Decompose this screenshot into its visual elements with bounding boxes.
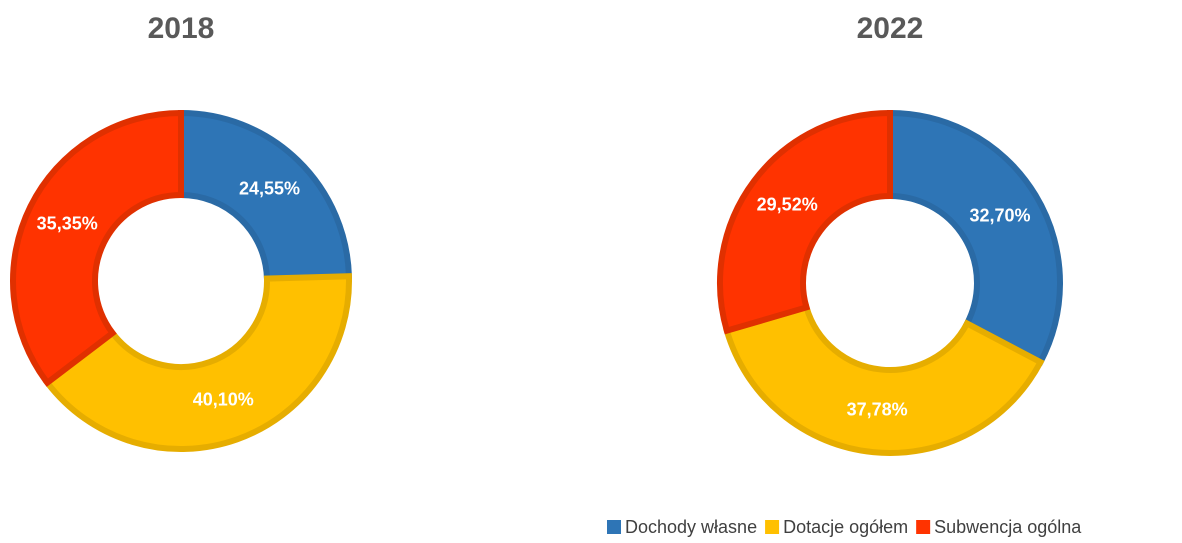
data-label: 35,35% xyxy=(37,213,98,233)
donut-segment xyxy=(10,109,184,387)
legend-label: Subwencja ogólna xyxy=(934,517,1082,537)
legend-swatch xyxy=(607,520,621,534)
legend-label: Dochody własne xyxy=(625,517,757,537)
data-label: 40,10% xyxy=(193,390,254,410)
data-label: 24,55% xyxy=(239,179,300,199)
data-label: 32,70% xyxy=(969,205,1030,225)
legend-swatch xyxy=(765,520,780,534)
chart-title: 2018 xyxy=(148,12,215,45)
data-label: 29,52% xyxy=(757,195,818,215)
donut-segment xyxy=(723,303,1045,456)
legend-swatch xyxy=(916,520,931,534)
donut-segment xyxy=(717,109,893,335)
donut-segment xyxy=(178,109,353,282)
donut-segment xyxy=(887,109,1063,367)
legend-label: Dotacje ogółem xyxy=(783,517,908,537)
chart-title: 2022 xyxy=(857,12,924,45)
data-label: 37,78% xyxy=(847,400,908,420)
donut-segment xyxy=(43,273,352,452)
